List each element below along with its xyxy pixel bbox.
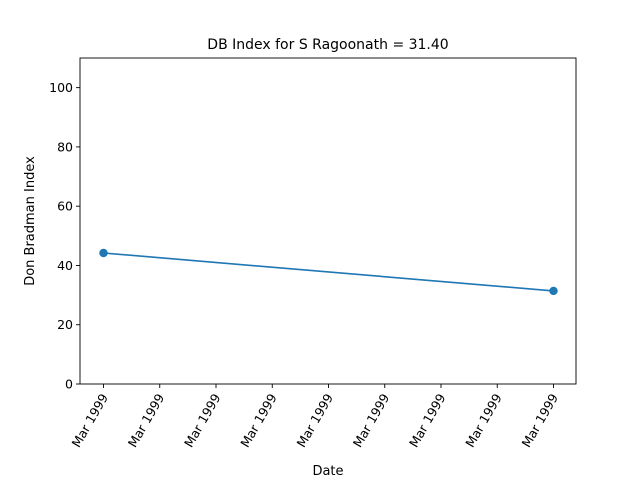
series-line: [103, 252, 554, 292]
y-axis-label: Don Bradman Index: [23, 156, 38, 286]
data-point: [99, 248, 108, 258]
y-tick-label: 20: [57, 317, 73, 332]
chart-title: DB Index for S Ragoonath = 31.40: [207, 37, 448, 53]
data-point: [549, 286, 558, 296]
y-tick-label: 60: [57, 199, 73, 214]
y-tick-label: 40: [57, 258, 73, 273]
y-tick-label: 80: [57, 139, 73, 154]
y-tick-label: 0: [65, 377, 73, 392]
plot-frame: [79, 57, 577, 385]
x-axis-label: Date: [312, 464, 343, 479]
y-tick-label: 100: [49, 80, 73, 95]
